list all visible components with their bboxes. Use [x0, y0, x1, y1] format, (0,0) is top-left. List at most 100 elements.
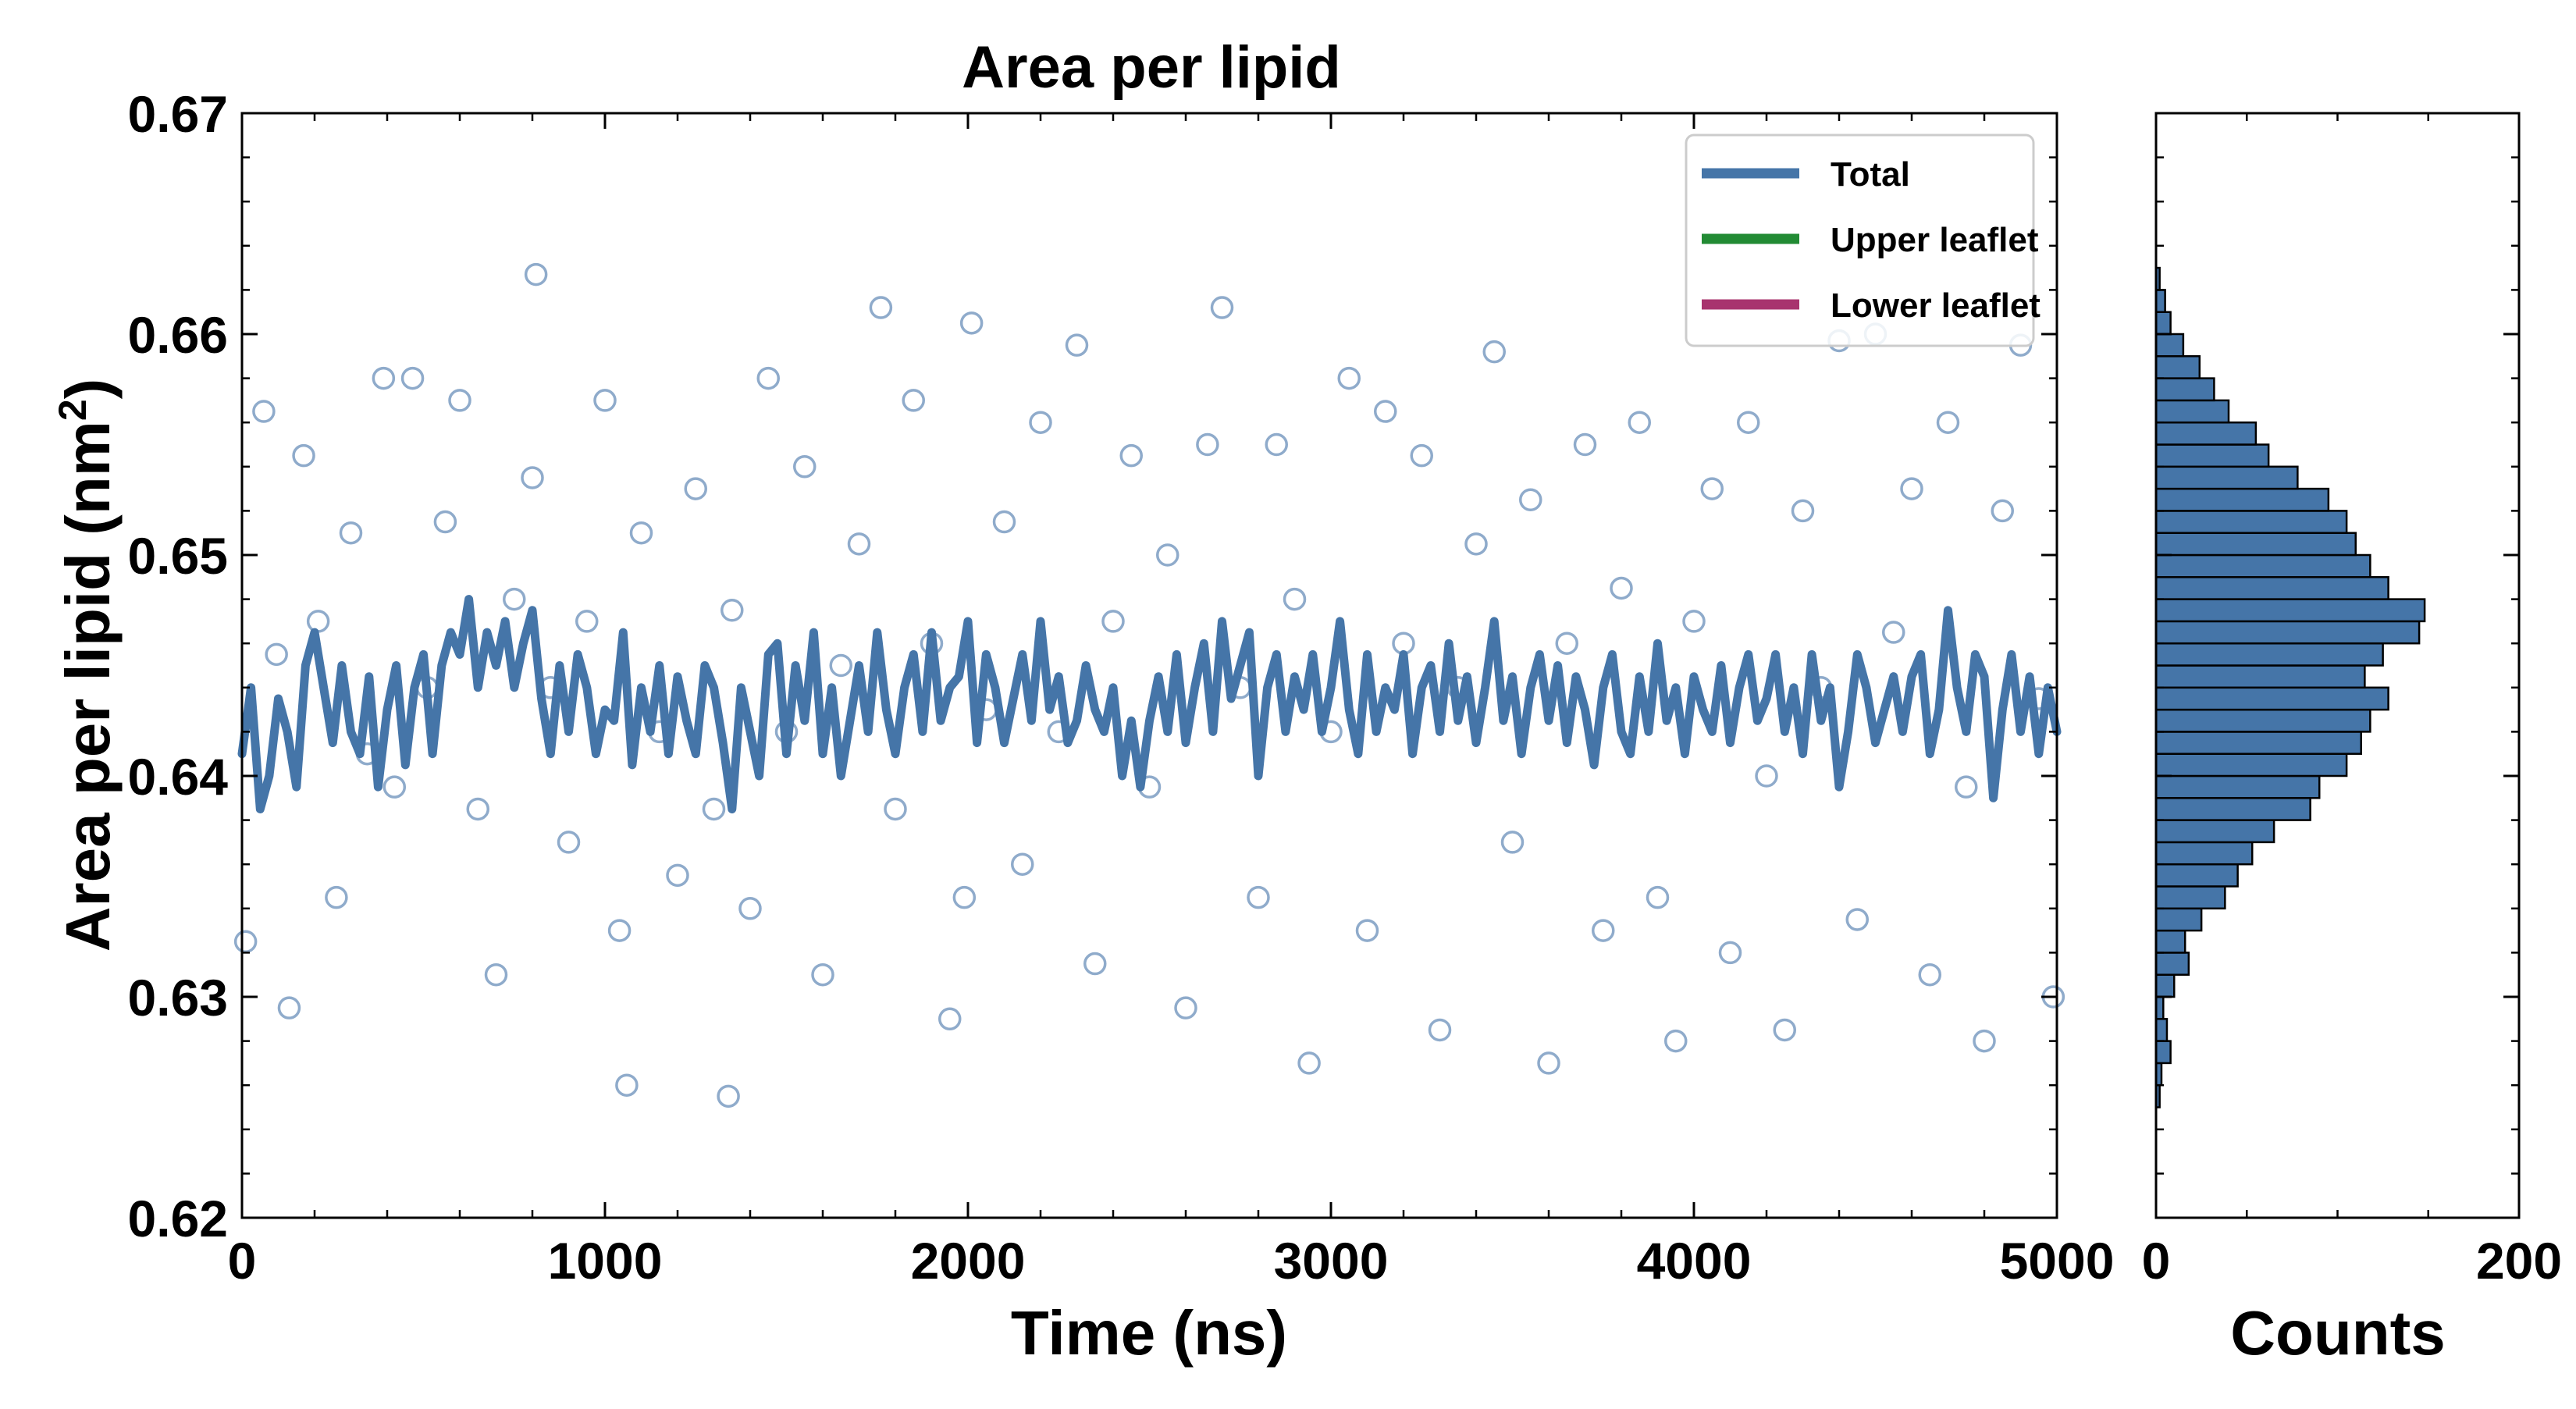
scatter-point — [938, 1007, 962, 1031]
y-axis-label: Area per lipid (nm2) — [51, 379, 123, 952]
histogram-bar — [2154, 421, 2258, 446]
scatter-point — [1755, 764, 1778, 788]
histogram-bar — [2154, 532, 2357, 557]
scatter-point — [1936, 411, 1960, 434]
main-plot-area: 0 1000 2000 3000 4000 5000 0.62 0.63 0.64 0.65 0.6… — [128, 85, 2115, 1290]
chart-title: Area per lipid — [962, 34, 1341, 101]
histogram-bar — [2154, 377, 2215, 402]
scatter-point — [738, 897, 762, 920]
histogram-bars — [2154, 266, 2426, 1108]
scatter-point — [1592, 919, 1615, 942]
scatter-point — [1682, 610, 1706, 633]
scatter-point — [433, 510, 457, 534]
scatter-point — [339, 521, 363, 545]
scatter-point — [1210, 296, 1234, 319]
scatter-point — [615, 1073, 639, 1097]
histogram-bar — [2154, 355, 2201, 379]
histogram-bar — [2154, 642, 2384, 667]
x-tick-label: 0 — [228, 1232, 257, 1290]
scatter-point — [1991, 499, 2014, 523]
total-series-layer — [237, 595, 2062, 813]
histogram-bar — [2154, 1018, 2169, 1042]
scatter-point — [1773, 1018, 1796, 1042]
scatter-point — [292, 443, 315, 468]
scatter-point — [884, 797, 907, 821]
histogram-bar — [2154, 1040, 2172, 1065]
histogram-bar — [2154, 620, 2421, 645]
x-tick-label: 1000 — [548, 1232, 663, 1290]
scatter-point — [1555, 632, 1578, 655]
histogram-bar — [2154, 841, 2254, 866]
legend-box — [1685, 133, 2035, 347]
histogram-bar — [2154, 885, 2226, 910]
histogram-bar — [2154, 819, 2275, 844]
scatter-point — [902, 389, 925, 412]
y-axis-label-main: Area per lipid (nm — [53, 421, 123, 952]
scatter-point — [869, 296, 893, 319]
histogram-bar — [2154, 311, 2172, 336]
histogram-bar — [2154, 973, 2176, 998]
x-tick-label: 5000 — [2000, 1232, 2115, 1290]
scatter-point — [1973, 1029, 1996, 1053]
scatter-point — [1083, 952, 1107, 976]
scatter-point — [829, 653, 852, 678]
scatter-point — [466, 797, 489, 821]
histogram-bar — [2154, 443, 2270, 468]
scatter-point — [372, 366, 396, 390]
histogram-bar — [2154, 487, 2330, 512]
scatter-point — [1482, 340, 1506, 364]
scatter-point — [1519, 488, 1542, 511]
histogram-plot-area: 0 200 — [2142, 112, 2562, 1290]
scatter-point — [607, 919, 632, 942]
main-plot-frame — [240, 112, 2058, 1219]
scatter-point — [503, 587, 526, 611]
scatter-point — [1700, 477, 1724, 500]
scatter-point — [1500, 831, 1525, 854]
scatter-point — [702, 797, 726, 821]
scatter-point — [684, 477, 707, 500]
scatter-point — [629, 521, 653, 545]
y-tick-label: 0.65 — [128, 527, 228, 585]
scatter-point — [524, 262, 548, 286]
series-line-total — [237, 595, 2062, 813]
scatter-point — [1955, 775, 1978, 799]
scatter-point — [959, 311, 984, 335]
scatter-point — [277, 996, 301, 1019]
scatter-point — [1265, 432, 1288, 457]
histogram-bar — [2154, 708, 2371, 733]
histogram-bar — [2154, 598, 2426, 623]
scatter-point — [1355, 919, 1379, 942]
y-axis-label-superscript: 2 — [51, 399, 94, 421]
scatter-point — [1119, 443, 1143, 468]
histogram-bar — [2154, 289, 2166, 313]
scatter-point — [400, 366, 425, 390]
hist-x-tick-label: 200 — [2476, 1232, 2562, 1290]
histogram-bar — [2154, 333, 2185, 358]
scatter-point — [847, 532, 871, 556]
scatter-point — [1297, 1051, 1321, 1075]
scatter-point — [1918, 962, 1941, 987]
histogram-bar — [2154, 553, 2371, 578]
scatter-point — [575, 610, 599, 633]
scatter-point — [1101, 610, 1125, 633]
histogram-bar — [2154, 797, 2311, 821]
x-tick-label: 2000 — [911, 1232, 1026, 1290]
x-axis-label: Time (ns) — [1011, 1298, 1287, 1368]
scatter-point — [1337, 366, 1361, 390]
histogram-bar — [2154, 753, 2348, 777]
y-tick-label: 0.67 — [128, 85, 228, 143]
scatter-point — [1845, 908, 1869, 931]
histogram-bar — [2154, 929, 2186, 954]
scatter-point — [1664, 1029, 1688, 1053]
y-tick-label: 0.64 — [128, 748, 229, 806]
scatter-point — [1283, 587, 1307, 611]
scatter-point — [233, 930, 258, 953]
scatter-point — [756, 366, 780, 390]
histogram-bar — [2154, 774, 2321, 799]
scatter-point — [557, 831, 581, 854]
scatter-point — [952, 885, 977, 909]
scatter-point — [265, 642, 288, 667]
scatter-point — [1573, 432, 1597, 457]
scatter-point — [382, 775, 407, 799]
histogram-bar — [2154, 907, 2203, 932]
